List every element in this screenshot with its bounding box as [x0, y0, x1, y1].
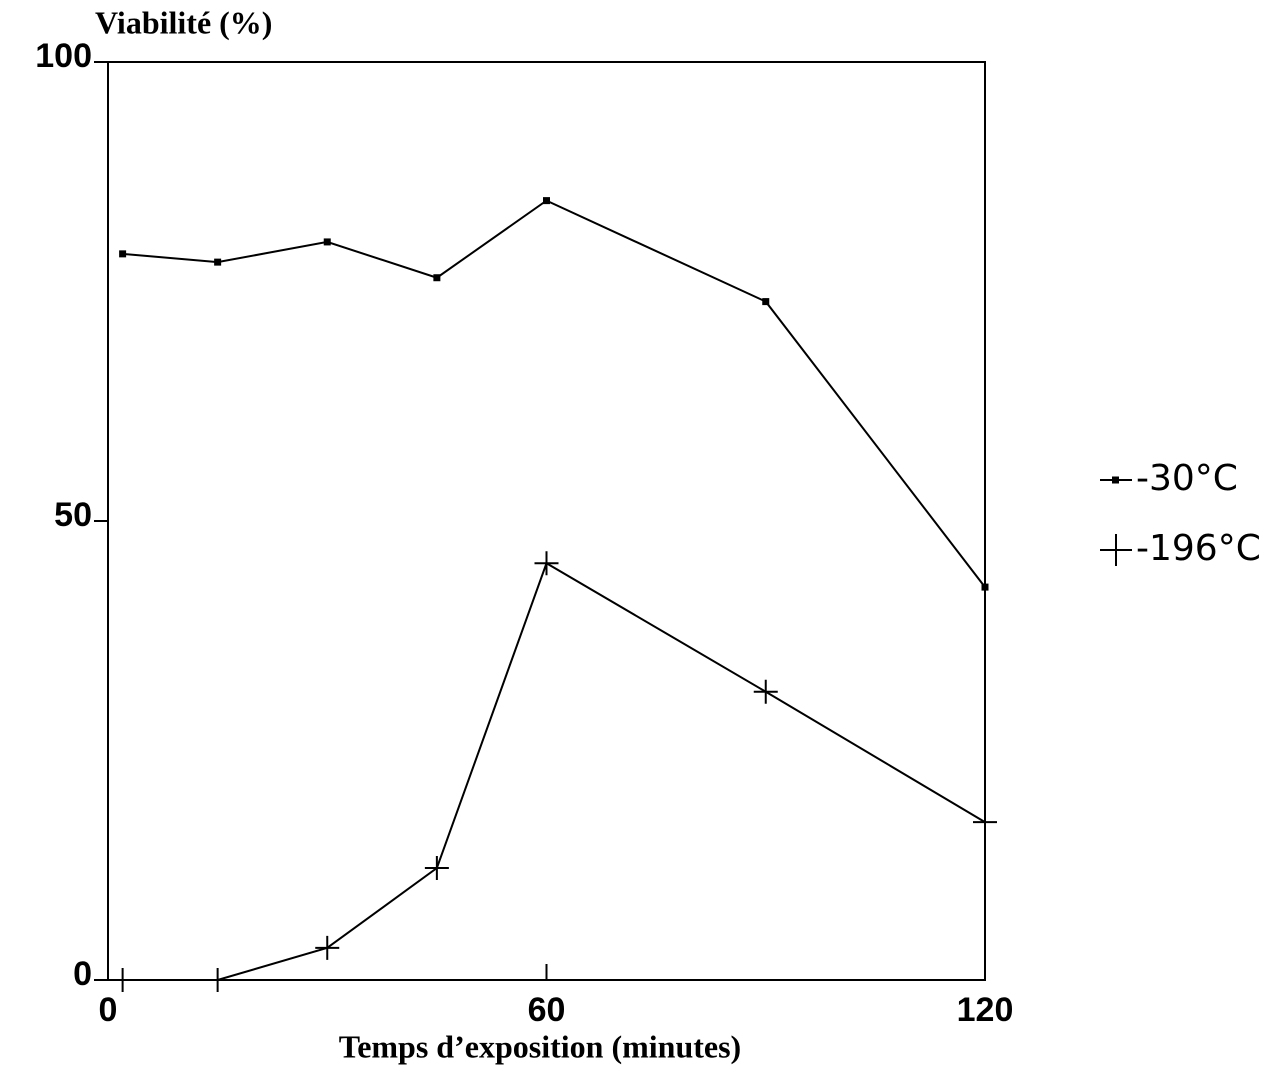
- marker: [119, 250, 127, 258]
- legend-marker: [1112, 476, 1119, 484]
- marker: [315, 935, 340, 960]
- marker: [753, 679, 778, 704]
- marker: [762, 298, 770, 306]
- marker: [110, 968, 135, 992]
- x-axis-label: Temps d’exposition (minutes): [339, 1028, 741, 1064]
- marker: [534, 551, 559, 576]
- marker: [205, 968, 230, 992]
- y-tick-label: 0: [73, 955, 92, 993]
- x-tick-label: 0: [99, 991, 118, 1029]
- legend-label: -196°C: [1136, 528, 1261, 569]
- marker: [323, 238, 331, 246]
- x-tick-label: 60: [528, 991, 566, 1029]
- marker: [543, 197, 550, 205]
- y-tick-label: 100: [35, 37, 92, 75]
- marker: [424, 856, 449, 881]
- legend-label: -30°C: [1136, 458, 1238, 499]
- marker: [214, 258, 222, 266]
- series-line: [122, 199, 986, 588]
- marker: [973, 810, 997, 835]
- x-tick-label: 120: [957, 991, 1014, 1029]
- marker: [433, 274, 441, 282]
- y-tick-label: 50: [54, 496, 92, 534]
- y-axis-label: Viabilité (%): [95, 4, 272, 40]
- marker: [981, 583, 989, 591]
- series-line: [122, 561, 986, 981]
